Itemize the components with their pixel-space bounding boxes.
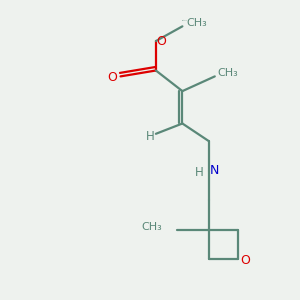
Text: methoxy: methoxy <box>182 20 188 21</box>
Text: H: H <box>195 166 204 178</box>
Text: CH₃: CH₃ <box>218 68 238 78</box>
Text: CH₃: CH₃ <box>187 18 208 28</box>
Text: H: H <box>146 130 154 143</box>
Text: N: N <box>209 164 219 177</box>
Text: O: O <box>156 34 166 48</box>
Text: O: O <box>240 254 250 267</box>
Text: CH₃: CH₃ <box>141 222 162 232</box>
Text: O: O <box>107 71 117 84</box>
